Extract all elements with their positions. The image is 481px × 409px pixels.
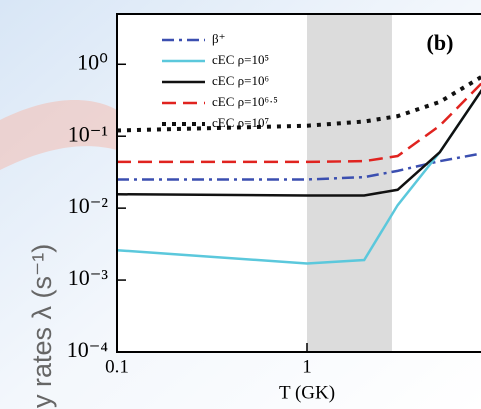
series-line — [117, 82, 481, 164]
y-tick-label: 10⁰ — [77, 49, 108, 74]
y-tick-label: 10⁻¹ — [68, 121, 108, 146]
plot — [117, 14, 481, 352]
decor — [0, 100, 117, 170]
legend-label: cEC ρ=10⁶ — [212, 73, 269, 88]
y-tick-label: 10⁻² — [68, 193, 109, 218]
y-tick-label: 10⁻³ — [68, 265, 109, 290]
x-tick-label: 0.1 — [105, 356, 129, 377]
x-tick-label: 1 — [302, 356, 312, 377]
series-line — [117, 89, 481, 197]
legend-label: cEC ρ=10⁶·⁵ — [212, 94, 278, 109]
legend-label: β⁺ — [212, 31, 225, 46]
shaded-region — [307, 14, 392, 352]
legend-label: cEC ρ=10⁷ — [212, 115, 269, 130]
y-tick-label: 10⁻⁴ — [67, 337, 109, 362]
y-axis-label: y rates λ (s⁻¹) — [27, 244, 57, 408]
plot-area — [117, 14, 481, 352]
annotation: (b) — [427, 30, 454, 55]
series-line — [117, 152, 481, 181]
x-axis-label: T (GK) — [279, 382, 335, 403]
legend-label: cEC ρ=10⁵ — [212, 52, 269, 67]
